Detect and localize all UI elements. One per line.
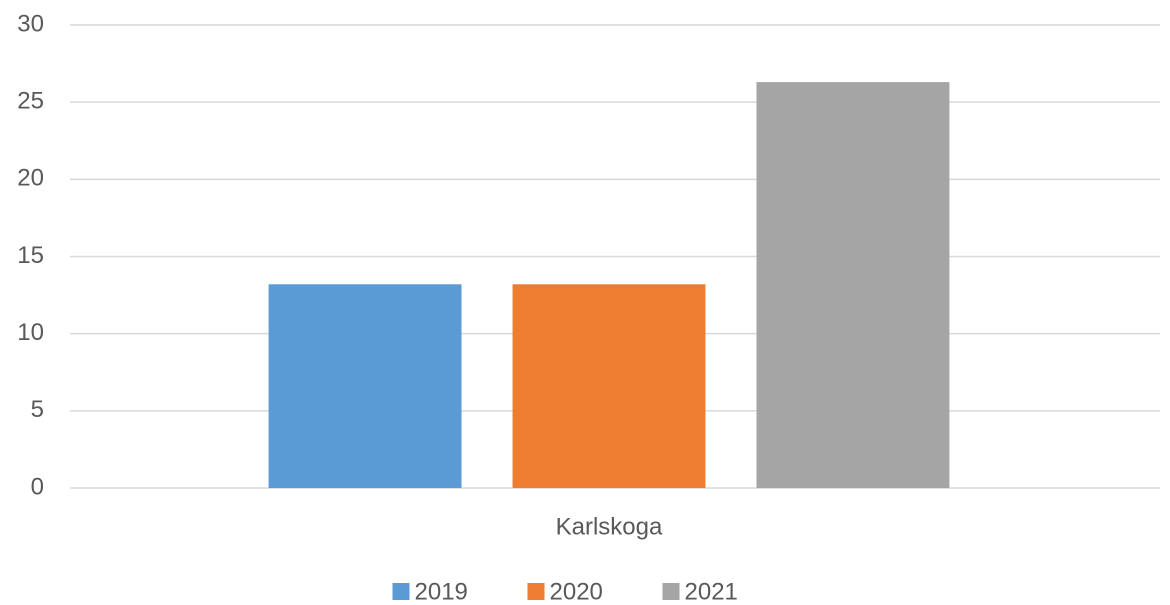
legend-swatch	[662, 583, 680, 600]
y-tick-label: 20	[17, 165, 44, 192]
y-tick-label: 0	[31, 473, 44, 500]
legend-swatch	[527, 583, 545, 600]
y-tick-label: 10	[17, 319, 44, 346]
legend-label: 2019	[415, 578, 468, 605]
bar	[512, 284, 706, 488]
y-tick-label: 15	[17, 242, 44, 269]
bar	[756, 82, 950, 488]
x-tick-label: Karlskoga	[556, 513, 663, 540]
legend-label: 2021	[685, 578, 738, 605]
y-tick-label: 5	[31, 396, 44, 423]
y-tick-label: 25	[17, 88, 44, 115]
bar	[268, 284, 462, 488]
legend-label: 2020	[550, 578, 603, 605]
y-tick-label: 30	[17, 10, 44, 37]
legend-swatch	[392, 583, 410, 600]
